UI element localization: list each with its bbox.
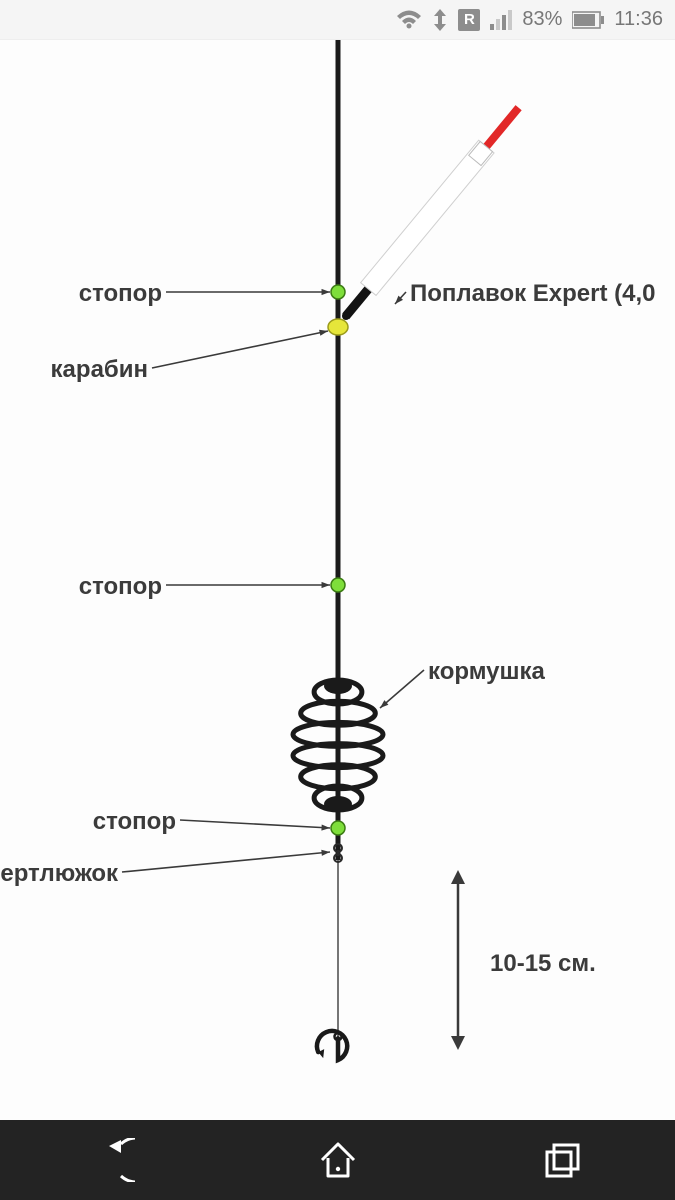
battery-pct: 83%: [522, 8, 562, 31]
nav-bar: [0, 1120, 675, 1200]
stopper-2: [331, 578, 345, 592]
stopper-1: [331, 285, 345, 299]
status-bar: R 83% 11:36: [0, 0, 675, 40]
wifi-icon: [396, 10, 422, 30]
r-badge-icon: R: [458, 9, 480, 31]
carabiner: [328, 319, 348, 335]
label-6: вертлюжок: [0, 860, 118, 888]
label-3: стопор: [79, 573, 162, 601]
label-4: кормушка: [428, 658, 545, 686]
back-button[interactable]: [83, 1130, 143, 1190]
label-7: 10-15 см.: [490, 950, 596, 978]
diagram-content: стопор Поплавок Expert (4,0 карабин стопор к…: [0, 40, 675, 1120]
battery-icon: [572, 11, 604, 29]
label-1: Поплавок Expert (4,0: [410, 280, 656, 308]
label-0: стопор: [79, 280, 162, 308]
stopper-3: [331, 821, 345, 835]
home-button[interactable]: [308, 1130, 368, 1190]
cell-signal-icon: [490, 10, 512, 30]
clock: 11:36: [614, 8, 663, 31]
float-segment: [484, 106, 521, 149]
label-2: карабин: [51, 356, 148, 384]
float-segment: [361, 140, 494, 295]
label-5: стопор: [93, 808, 176, 836]
recent-apps-button[interactable]: [533, 1130, 593, 1190]
sync-icon: [432, 9, 448, 31]
